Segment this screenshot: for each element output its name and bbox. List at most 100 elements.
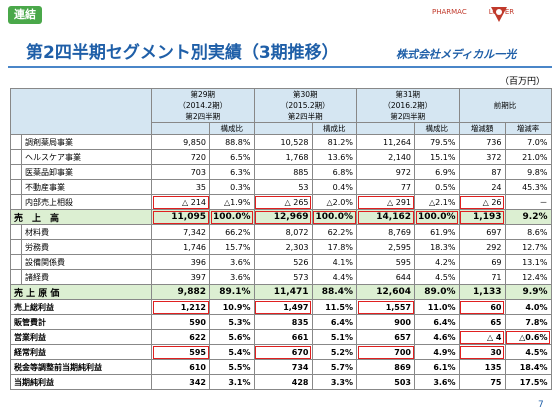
cell: 13.6% <box>311 149 357 165</box>
value-header <box>151 122 210 135</box>
cell: 0.3% <box>209 179 255 195</box>
cell: 2,140 <box>356 149 415 165</box>
table-row: 不動産事業 35 0.3% 53 0.4% 77 0.5% 24 45.3% <box>10 179 552 195</box>
cell: 3.6% <box>209 269 255 285</box>
cell: 71 <box>458 269 506 285</box>
cell: 5.2% <box>311 344 357 360</box>
cell: 526 <box>253 254 313 270</box>
cell: 9,882 <box>151 284 210 300</box>
cell: 53 <box>253 179 313 195</box>
cell: 10,528 <box>253 134 313 150</box>
table-row: 売上総利益 1,212 10.9% 1,497 11.5% 1,557 11.0% 60 4.0… <box>10 299 552 315</box>
cell: 11,095 <box>151 209 210 225</box>
table-row: 経常利益 595 5.4% 670 5.2% 700 4.9% 30 4.5% <box>10 344 552 360</box>
cell: 595 <box>151 344 210 360</box>
cell: 292 <box>458 239 506 255</box>
cell: 6.5% <box>209 149 255 165</box>
cell: 18.4% <box>504 359 552 375</box>
row-label: 医薬品卸事業 <box>21 164 152 180</box>
cell: 6.3% <box>209 164 255 180</box>
cell: 14,162 <box>356 209 415 225</box>
cell: 703 <box>151 164 210 180</box>
cell: 700 <box>356 344 415 360</box>
cell: 6.4% <box>414 314 460 330</box>
cell: △ 265 <box>253 194 313 210</box>
cell: 4.1% <box>311 254 357 270</box>
table-body: 調剤薬局事業 9,850 88.8% 10,528 81.2% 11,264 79.5% 73… <box>10 134 552 390</box>
cell: 12,604 <box>356 284 415 300</box>
cell: 89.0% <box>414 284 460 300</box>
indent-cell <box>10 269 22 285</box>
period-header: 第29期 （2014.2期） 第2四半期 <box>151 88 255 123</box>
logo-text: PHARMAC <box>432 8 467 16</box>
ratio-header: 構成比 <box>414 122 460 135</box>
cell: 100.0% <box>209 209 255 225</box>
cell: 4.0% <box>504 299 552 315</box>
cell: 396 <box>151 254 210 270</box>
cell: 79.5% <box>414 134 460 150</box>
cell: 7.8% <box>504 314 552 330</box>
cell: △ 291 <box>356 194 415 210</box>
cell: 5.3% <box>209 314 255 330</box>
corner-cell <box>10 88 152 135</box>
page-number: 7 <box>538 400 544 410</box>
cell: 89.1% <box>209 284 255 300</box>
cell: 88.4% <box>311 284 357 300</box>
cell: 66.2% <box>209 224 255 240</box>
cell: 15.1% <box>414 149 460 165</box>
cell: 1,746 <box>151 239 210 255</box>
table-head: 第29期 （2014.2期） 第2四半期 第30期 （2015.2期） 第2四半期 第31期… <box>10 88 552 135</box>
cell: △2.0% <box>311 194 357 210</box>
row-label: 売 上 高 <box>10 209 152 225</box>
cell: 5.1% <box>311 329 357 345</box>
cell: 12.7% <box>504 239 552 255</box>
cell: 1,768 <box>253 149 313 165</box>
cell: 372 <box>458 149 506 165</box>
cell: 5.7% <box>311 359 357 375</box>
cell: △ 214 <box>151 194 210 210</box>
table-row: 売 上 高 11,095 100.0% 12,969 100.0% 14,162 100.0… <box>10 209 552 225</box>
cell: 61.9% <box>414 224 460 240</box>
cell: 1,557 <box>356 299 415 315</box>
ratio-header: 構成比 <box>209 122 255 135</box>
cell: 60 <box>458 299 506 315</box>
cell: 17.8% <box>311 239 357 255</box>
cell: 590 <box>151 314 210 330</box>
cell: 8.6% <box>504 224 552 240</box>
cell: 4.5% <box>504 344 552 360</box>
period-line: 第31期 <box>395 90 421 99</box>
cell: 8,769 <box>356 224 415 240</box>
period-line: （2015.2期） <box>280 101 330 110</box>
cell: 9,850 <box>151 134 210 150</box>
cell: 1,212 <box>151 299 210 315</box>
cell: 1,497 <box>253 299 313 315</box>
period-line: 第2四半期 <box>390 112 426 121</box>
cell: 9.9% <box>504 284 552 300</box>
cell: 12.4% <box>504 269 552 285</box>
cell: 45.3% <box>504 179 552 195</box>
cell: 734 <box>253 359 313 375</box>
row-label: 販管費計 <box>10 314 152 330</box>
cell: 100.0% <box>414 209 460 225</box>
cell: 7.0% <box>504 134 552 150</box>
cell: 4.2% <box>414 254 460 270</box>
cell: 4.6% <box>414 329 460 345</box>
row-label: 諸経費 <box>21 269 152 285</box>
row-label: 税金等調整前当期純利益 <box>10 359 152 375</box>
period-header: 第30期 （2015.2期） 第2四半期 <box>253 88 357 123</box>
indent-cell <box>10 254 22 270</box>
period-line: （2016.2期） <box>383 101 433 110</box>
cell: 3.1% <box>209 374 255 390</box>
cell: 835 <box>253 314 313 330</box>
row-label: 売 上 原 価 <box>10 284 152 300</box>
cell: 3.6% <box>414 374 460 390</box>
table-row: 材料費 7,342 66.2% 8,072 62.2% 8,769 61.9% 697 8.6% <box>10 224 552 240</box>
cell: △ 26 <box>458 194 506 210</box>
cell: 11.5% <box>311 299 357 315</box>
cell: 77 <box>356 179 415 195</box>
cell: 75 <box>458 374 506 390</box>
cell: 736 <box>458 134 506 150</box>
cell: 595 <box>356 254 415 270</box>
cell: △0.6% <box>504 329 552 345</box>
indent-cell <box>10 224 22 240</box>
